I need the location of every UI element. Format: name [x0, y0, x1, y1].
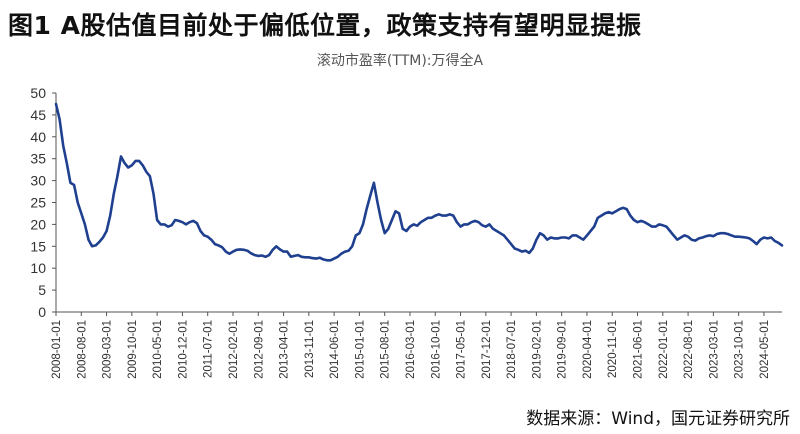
x-tick-label: 2017-05-01	[456, 320, 468, 379]
x-tick-label: 2011-07-01	[203, 320, 215, 378]
x-tick-label: 2016-03-01	[405, 320, 417, 379]
x-tick-label: 2012-02-01	[228, 320, 240, 379]
y-axis-ticks: 0 5 10 15 20 25 30 35 40 45 50	[30, 85, 56, 320]
x-axis-ticks: 2008-01-01 2008-08-01 2009-03-01 2009-10-01…	[51, 312, 771, 379]
y-tick-label: 45	[30, 107, 46, 123]
y-tick-label: 40	[30, 129, 46, 145]
x-tick-label: 2010-12-01	[177, 320, 189, 379]
x-tick-label: 2020-11-01	[607, 320, 619, 378]
x-tick-label: 2015-08-01	[380, 320, 392, 379]
x-tick-label: 2023-10-01	[734, 320, 746, 379]
x-tick-label: 2022-08-01	[683, 320, 695, 379]
x-tick-label: 2020-04-01	[582, 320, 594, 379]
y-tick-label: 35	[30, 151, 46, 167]
x-tick-label: 2008-08-01	[76, 320, 88, 379]
chart-title: 滚动市盈率(TTM):万得全A	[316, 53, 484, 69]
pe-ttm-line-chart: 0 5 10 15 20 25 30 35 40 45 50 2008-01-01 2008-08-0…	[30, 85, 784, 379]
x-tick-label: 2012-09-01	[253, 320, 265, 379]
figure-heading: 图1 A股估值目前处于偏低位置，政策支持有望明显提振	[8, 11, 642, 40]
x-tick-label: 2008-01-01	[51, 320, 63, 379]
x-tick-label: 2009-03-01	[102, 320, 114, 379]
x-tick-label: 2022-01-01	[658, 320, 670, 379]
x-tick-label: 2017-12-01	[481, 320, 493, 379]
x-tick-label: 2019-09-01	[557, 320, 569, 379]
y-tick-label: 10	[30, 260, 46, 276]
y-tick-label: 50	[30, 85, 46, 101]
x-tick-label: 2013-11-01	[304, 320, 316, 378]
y-tick-label: 25	[30, 195, 46, 211]
x-tick-label: 2013-04-01	[279, 320, 291, 379]
x-tick-label: 2023-03-01	[708, 320, 720, 379]
y-tick-label: 5	[38, 282, 46, 298]
x-tick-label: 2021-06-01	[633, 320, 645, 379]
x-tick-label: 2015-01-01	[354, 320, 366, 379]
y-tick-label: 15	[30, 238, 46, 254]
x-tick-label: 2018-07-01	[506, 320, 518, 379]
y-tick-label: 0	[38, 304, 46, 320]
y-tick-label: 30	[30, 173, 46, 189]
x-tick-label: 2024-05-01	[759, 320, 771, 379]
series-line-0	[54, 102, 784, 262]
x-tick-label: 2019-02-01	[531, 320, 543, 379]
x-tick-label: 2009-10-01	[127, 320, 139, 379]
series-group	[54, 102, 784, 262]
data-source-note: 数据来源：Wind，国元证券研究所	[526, 409, 790, 429]
x-tick-label: 2014-06-01	[329, 320, 341, 379]
y-tick-label: 20	[30, 216, 46, 232]
x-tick-label: 2016-10-01	[430, 320, 442, 379]
chart-axes	[55, 93, 782, 313]
x-tick-label: 2010-05-01	[152, 320, 164, 379]
